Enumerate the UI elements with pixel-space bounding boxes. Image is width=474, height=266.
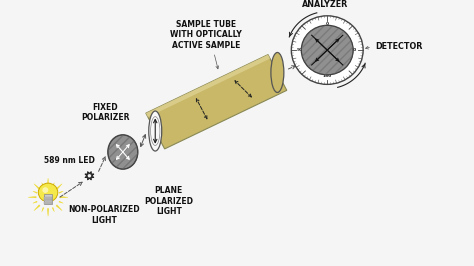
Polygon shape [146,55,287,149]
Polygon shape [28,197,36,198]
Polygon shape [59,201,63,203]
Text: 589 nm LED: 589 nm LED [44,156,94,165]
Polygon shape [52,207,55,212]
Text: 90: 90 [297,48,303,52]
Ellipse shape [108,135,138,169]
Text: 180: 180 [323,74,332,78]
Polygon shape [47,209,49,216]
Text: NON-POLARIZED
LIGHT: NON-POLARIZED LIGHT [69,205,140,225]
Polygon shape [59,191,63,193]
Polygon shape [42,207,44,212]
Text: 90: 90 [351,48,357,52]
Polygon shape [33,191,37,193]
Polygon shape [52,183,55,187]
Polygon shape [60,197,68,198]
Ellipse shape [271,52,284,93]
Polygon shape [56,184,62,190]
Bar [44,197,52,199]
Ellipse shape [149,111,162,151]
Circle shape [292,16,363,84]
Text: PLANE
POLARIZED
LIGHT: PLANE POLARIZED LIGHT [144,186,193,216]
Circle shape [42,187,48,193]
Polygon shape [47,178,49,186]
Bar [44,202,52,204]
Bar [44,194,52,204]
Text: DETECTOR: DETECTOR [375,42,423,51]
Polygon shape [34,184,40,190]
Bar [44,199,52,201]
Polygon shape [42,183,44,187]
Circle shape [38,183,58,202]
Polygon shape [33,201,37,203]
Polygon shape [56,205,62,211]
Text: FIXED
POLARIZER: FIXED POLARIZER [81,103,129,122]
Ellipse shape [301,25,353,75]
Text: SAMPLE TUBE
WITH OPTICALLY
ACTIVE SAMPLE: SAMPLE TUBE WITH OPTICALLY ACTIVE SAMPLE [171,20,242,50]
Polygon shape [34,205,40,211]
Text: 0: 0 [326,22,329,26]
Text: ANALYZER: ANALYZER [301,0,348,9]
Polygon shape [146,55,270,117]
